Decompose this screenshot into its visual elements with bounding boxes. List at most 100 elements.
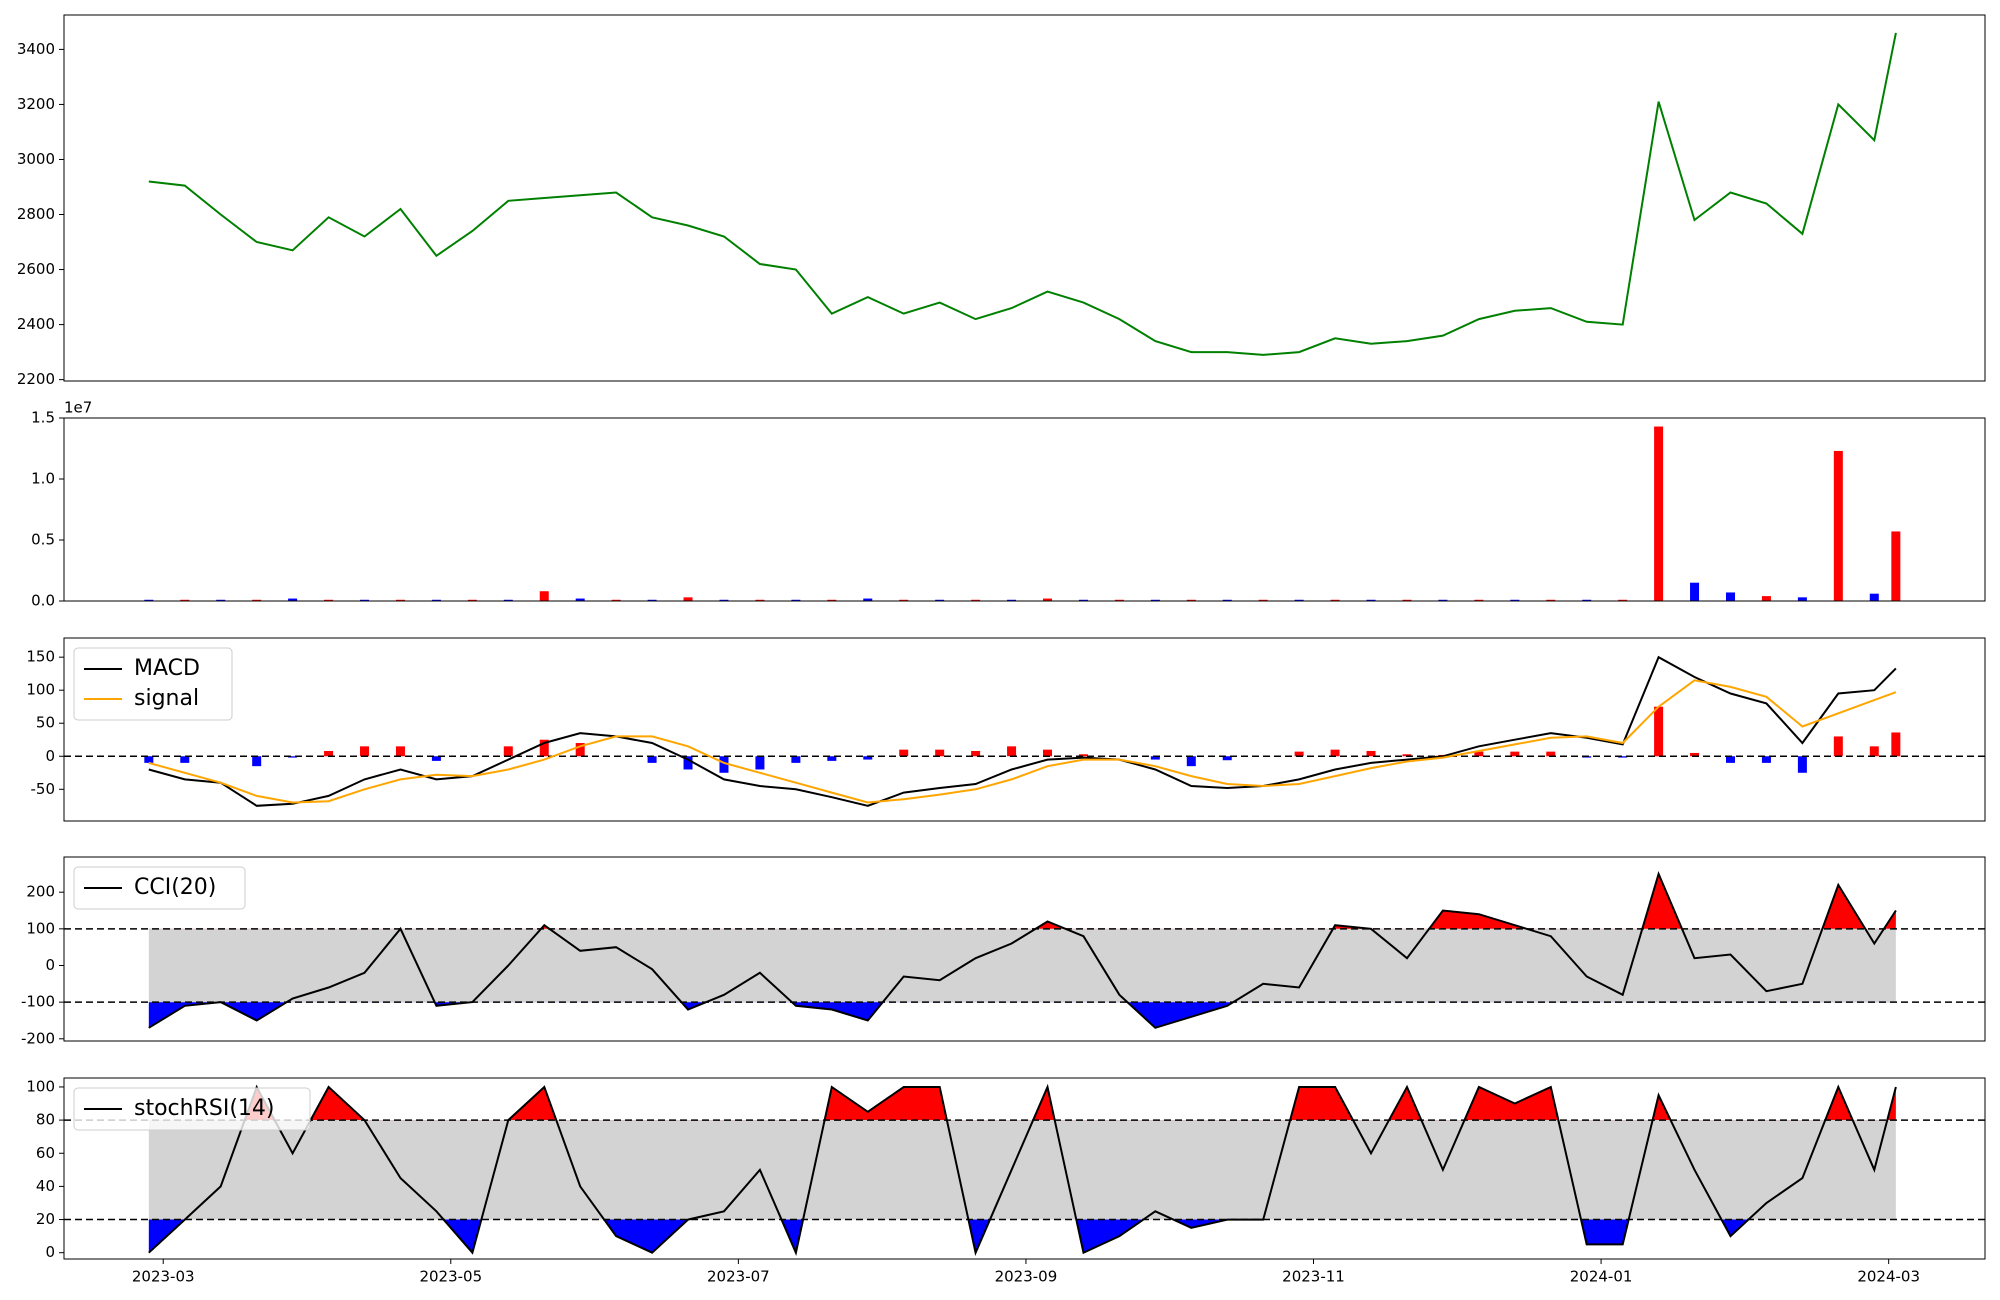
bar <box>1891 531 1901 601</box>
bar <box>1690 582 1700 601</box>
bar <box>827 599 837 601</box>
bar <box>611 599 621 601</box>
neutral-band <box>148 928 1896 1003</box>
y-tick-label: 2800 <box>17 205 55 223</box>
bar <box>791 599 801 601</box>
bar <box>575 598 585 601</box>
bar <box>1330 599 1340 601</box>
legend: stochRSI(14) <box>73 1087 311 1131</box>
histogram-bar <box>1761 756 1771 763</box>
x-tick-label: 2024-01 <box>1570 1268 1633 1286</box>
histogram-bar <box>1690 752 1700 757</box>
y-tick-label: 80 <box>36 1111 55 1129</box>
offset-label: 1e7 <box>64 399 92 417</box>
y-tick-label: 200 <box>26 883 55 901</box>
bar <box>1546 599 1556 601</box>
bar <box>935 599 945 601</box>
histogram-bar <box>1546 751 1556 757</box>
histogram-bar <box>1654 706 1664 757</box>
y-tick-label: 100 <box>26 919 55 937</box>
bar <box>1725 592 1735 601</box>
y-tick-label: 1.5 <box>31 409 55 427</box>
y-tick-label: 100 <box>26 681 55 699</box>
histogram-bar <box>252 756 262 767</box>
y-tick-label: 0.0 <box>31 592 55 610</box>
y-tick-label: 0 <box>45 747 55 765</box>
oversold-fill <box>148 1219 1749 1253</box>
bar <box>1474 599 1484 601</box>
histogram-bar <box>647 756 657 763</box>
bar <box>539 591 549 601</box>
histogram-bar <box>935 749 945 757</box>
panel-frame <box>63 637 1986 822</box>
histogram-bar <box>755 756 765 770</box>
data-line <box>148 870 1897 1029</box>
x-tick-label: 2023-03 <box>132 1268 195 1286</box>
bar <box>683 597 693 601</box>
histogram-bar <box>1330 749 1340 757</box>
panel-frame <box>63 856 1986 1042</box>
bar <box>395 599 405 601</box>
y-tick-label: 2200 <box>17 370 55 388</box>
histogram-bar <box>1833 736 1843 757</box>
histogram-bar <box>539 739 549 757</box>
bar <box>216 599 226 601</box>
histogram-bar <box>288 756 298 758</box>
histogram-bar <box>360 746 370 757</box>
bar <box>899 599 909 601</box>
bar <box>1869 593 1879 601</box>
histogram-bar <box>1078 754 1088 757</box>
bar <box>1078 599 1088 601</box>
histogram-bar <box>683 756 693 770</box>
histogram-bar <box>863 756 873 760</box>
bar <box>360 599 370 601</box>
bar <box>1438 599 1448 601</box>
histogram-bar <box>1618 756 1628 758</box>
data-line <box>148 32 1897 356</box>
plot-area <box>148 32 1897 356</box>
histogram-bar <box>1474 751 1484 757</box>
bar <box>1043 598 1053 601</box>
panel-frame <box>63 1077 1986 1260</box>
panel-frame <box>63 14 1986 382</box>
x-tick-label: 2023-09 <box>995 1268 1058 1286</box>
histogram-bar <box>1222 756 1232 761</box>
histogram-bar <box>1797 756 1807 773</box>
y-tick-label: 3400 <box>17 40 55 58</box>
data-line <box>148 1083 1897 1256</box>
bar <box>180 599 190 601</box>
bar <box>1654 426 1664 601</box>
histogram-bar <box>1402 754 1412 757</box>
bar <box>1510 599 1520 601</box>
bar <box>1114 599 1124 601</box>
histogram-bar <box>899 749 909 757</box>
bar <box>467 599 477 601</box>
bar <box>1366 599 1376 601</box>
legend-label: signal <box>134 686 199 711</box>
y-tick-label: 3000 <box>17 150 55 168</box>
histogram-bar <box>1510 751 1520 757</box>
legend-label: CCI(20) <box>134 875 216 900</box>
plot-area <box>64 1083 1985 1256</box>
bar <box>503 599 513 601</box>
y-tick-label: 50 <box>36 714 55 732</box>
bar <box>1618 599 1628 601</box>
y-tick-label: 0 <box>45 956 55 974</box>
histogram-bar <box>575 743 585 757</box>
bar <box>1294 599 1304 601</box>
panel: 0 20 40 60 80 100 2023-03 2023-05 2023-07 2023-09… <box>26 1077 1986 1286</box>
bar <box>1186 599 1196 601</box>
y-tick-label: 20 <box>36 1210 55 1228</box>
bar <box>288 598 298 601</box>
legend-label: stochRSI(14) <box>134 1096 275 1121</box>
histogram-bar <box>503 746 513 757</box>
legend: CCI(20) <box>73 866 246 910</box>
overbought-fill <box>148 1087 1896 1121</box>
panel: 0.0 0.5 1.0 1.5 1e7 <box>31 399 1986 610</box>
histogram-bar <box>719 756 729 773</box>
y-tick-label: 60 <box>36 1144 55 1162</box>
bar <box>1222 599 1232 601</box>
y-tick-label: -50 <box>31 780 56 798</box>
plot-area <box>64 655 1985 807</box>
y-tick-label: 2400 <box>17 315 55 333</box>
